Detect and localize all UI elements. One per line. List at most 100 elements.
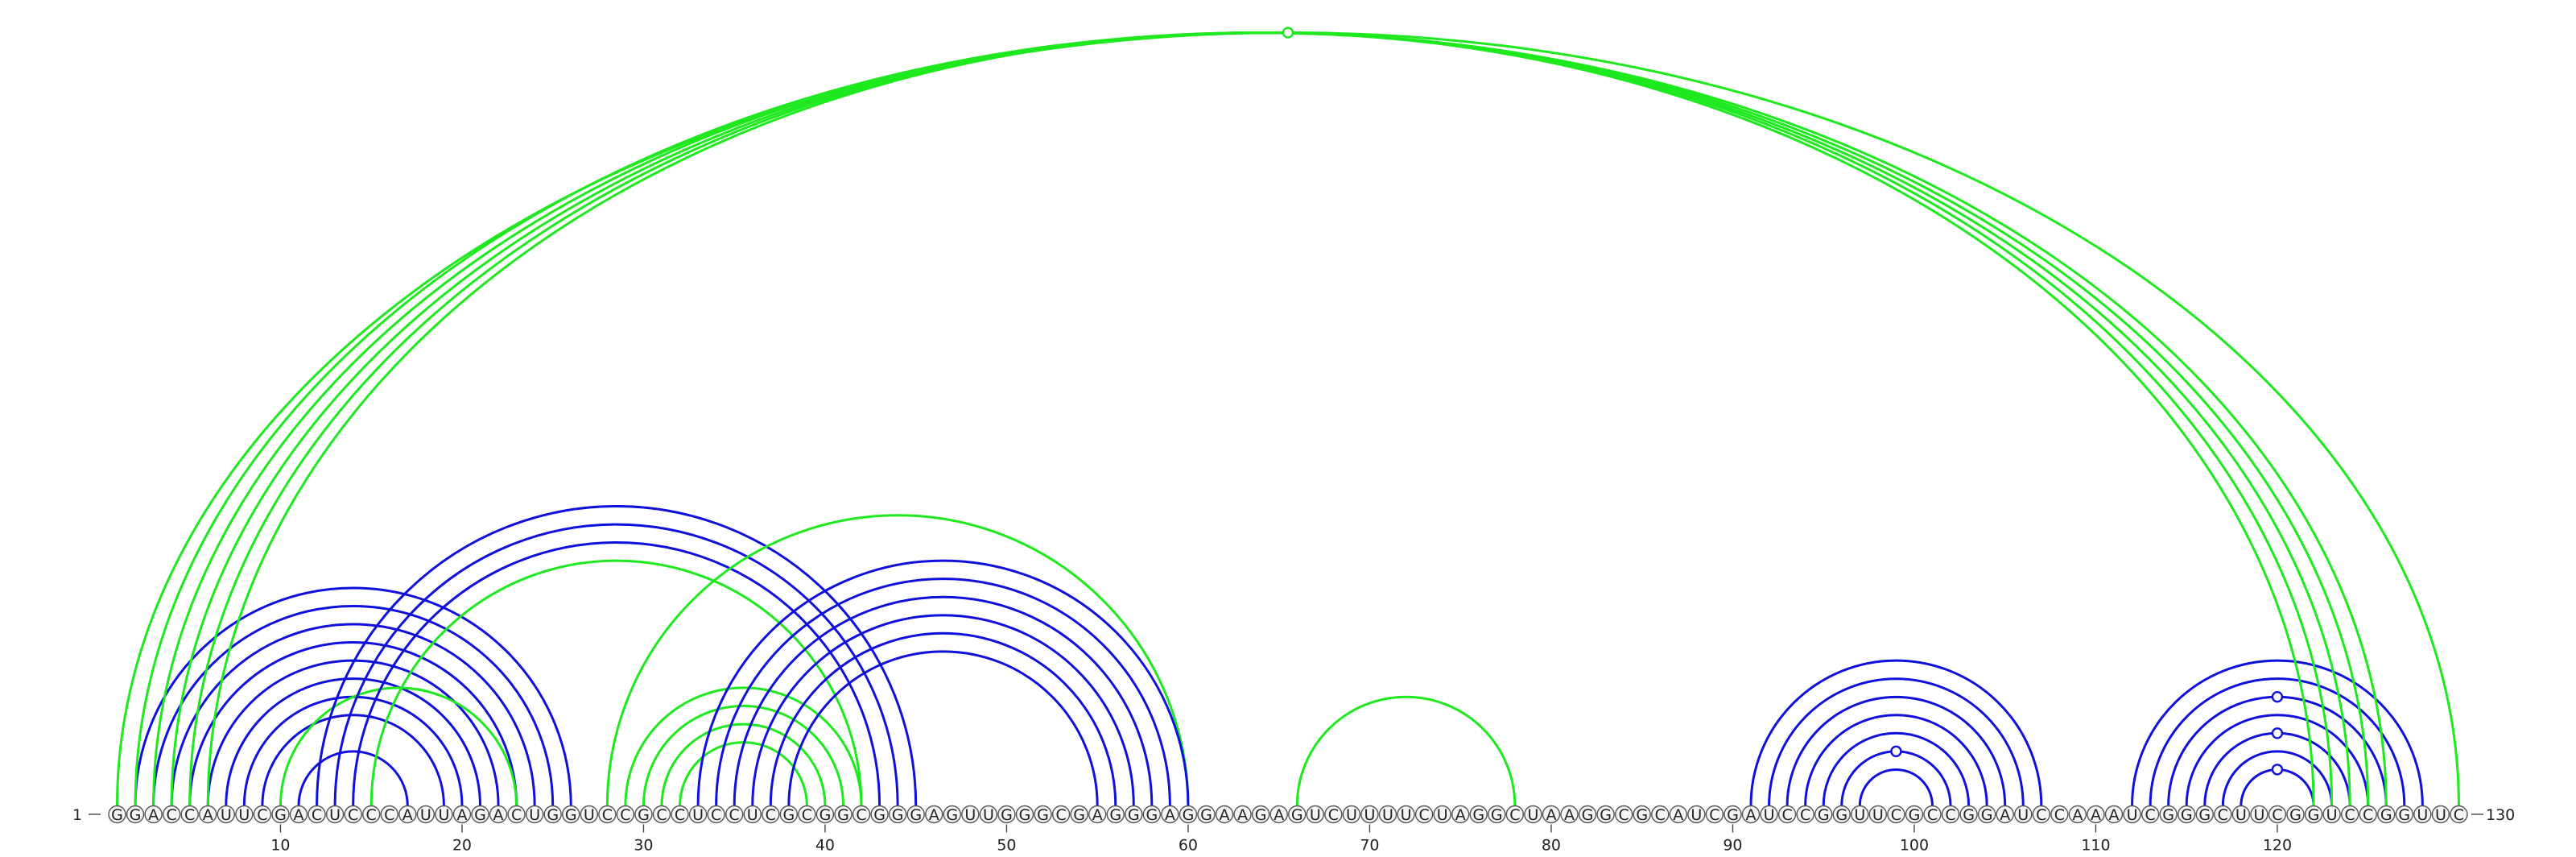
nucleotide: G <box>635 806 652 825</box>
nucleotide-letter: G <box>1981 806 1993 824</box>
nucleotide: U <box>962 806 979 825</box>
nucleotide: U <box>1380 806 1397 825</box>
nucleotide-letter: U <box>1364 806 1375 824</box>
nucleotide-letter: C <box>802 806 812 824</box>
base-pair-arc-66-78 <box>1297 697 1515 805</box>
nucleotide: C <box>617 806 634 825</box>
nucleotide: U <box>217 806 234 825</box>
nucleotide: U <box>1525 806 1542 825</box>
nucleotide-letter: C <box>2454 806 2464 824</box>
nucleotide-letter: G <box>565 806 577 824</box>
nucleotide-letter: C <box>1891 806 1901 824</box>
nucleotide: A <box>1452 806 1469 825</box>
nucleotide: G <box>1017 806 1034 825</box>
nucleotide-letter: G <box>1109 806 1121 824</box>
arc-apex-marker <box>1283 28 1293 38</box>
nucleotide-letter: U <box>1690 806 1702 824</box>
position-tick-label: 40 <box>815 837 835 855</box>
nucleotide: C <box>508 806 525 825</box>
nucleotide-letter: A <box>2072 806 2083 824</box>
nucleotide-letter: U <box>238 806 250 824</box>
nucleotide-letter: C <box>1055 806 1066 824</box>
base-pair-arc-96-102 <box>1842 751 1951 806</box>
position-tick-label: 90 <box>1723 837 1742 855</box>
nucleotide: A <box>490 806 507 825</box>
nucleotide: A <box>1234 806 1251 825</box>
nucleotide: U <box>436 806 452 825</box>
nucleotide: C <box>599 806 616 825</box>
nucleotide: U <box>327 806 344 825</box>
position-tick-label: 60 <box>1179 837 1198 855</box>
nucleotide-letter: G <box>1128 806 1140 824</box>
nucleotide-letter: U <box>1872 806 1884 824</box>
nucleotide-letter: C <box>2345 806 2355 824</box>
nucleotide-letter: C <box>1328 806 1339 824</box>
nucleotide: A <box>291 806 308 825</box>
nucleotide: U <box>1307 806 1323 825</box>
nucleotide-letter: C <box>511 806 522 824</box>
nucleotide: G <box>890 806 906 825</box>
nucleotide-letter: A <box>1165 806 1175 824</box>
nucleotide: A <box>453 806 470 825</box>
nucleotide: G <box>1034 806 1051 825</box>
nucleotide-letter: G <box>2380 806 2392 824</box>
nucleotide-letter: U <box>584 806 595 824</box>
nucleotide-letter: G <box>873 806 886 824</box>
nucleotide: C <box>1924 806 1941 825</box>
nucleotide-letter: U <box>1527 806 1538 824</box>
base-pair-arc-94-104 <box>1806 715 1988 806</box>
nucleotide: A <box>1542 806 1559 825</box>
base-pair-arc-3-125 <box>154 33 2368 806</box>
base-pair-arc-4-124 <box>171 33 2350 806</box>
position-tick-label: 120 <box>2263 837 2292 855</box>
nucleotide: A <box>1270 806 1287 825</box>
nucleotide-letter: C <box>184 806 195 824</box>
nucleotide: C <box>1616 806 1633 825</box>
nucleotide: G <box>1107 806 1124 825</box>
nucleotide-letter: C <box>1800 806 1810 824</box>
position-tick-label: 10 <box>270 837 290 855</box>
nucleotide-letter: A <box>148 806 159 824</box>
nucleotide: C <box>1053 806 1070 825</box>
nucleotide: C <box>1325 806 1342 825</box>
nucleotide: G <box>1253 806 1269 825</box>
nucleotide: A <box>2106 806 2123 825</box>
nucleotide: U <box>980 806 997 825</box>
nucleotide-letter: U <box>420 806 431 824</box>
nucleotide: C <box>1797 806 1814 825</box>
nucleotide: G <box>2160 806 2177 825</box>
nucleotide-letter: A <box>1092 806 1103 824</box>
nucleotide-letter: U <box>747 806 758 824</box>
nucleotide: A <box>1089 806 1106 825</box>
nucleotide: G <box>1724 806 1741 825</box>
nucleotide: G <box>1833 806 1850 825</box>
nucleotide-letter: U <box>692 806 704 824</box>
position-tick-label: 20 <box>452 837 472 855</box>
position-tick-label: 100 <box>1900 837 1929 855</box>
base-pair-arc-28-60 <box>607 515 1188 806</box>
nucleotide-letter: G <box>1037 806 1049 824</box>
nucleotide-letter: U <box>529 806 540 824</box>
base-pair-arc-31-40 <box>662 724 825 805</box>
nucleotide-letter: C <box>1945 806 1955 824</box>
nucleotide-letter: C <box>1709 806 1719 824</box>
nucleotide: G <box>1979 806 1996 825</box>
nucleotide-letter: G <box>1073 806 1085 824</box>
position-tick-label: 30 <box>634 837 653 855</box>
nucleotide-letter: U <box>1401 806 1412 824</box>
nucleotide-letter: G <box>2289 806 2301 824</box>
nucleotide: U <box>2124 806 2140 825</box>
nucleotide-letter: G <box>1909 806 1921 824</box>
nucleotide-letter: G <box>1472 806 1484 824</box>
nucleotide-letter: G <box>1291 806 1303 824</box>
nucleotide: C <box>2450 806 2467 825</box>
nucleotide-letter: G <box>1818 806 1830 824</box>
nucleotide: G <box>1470 806 1487 825</box>
base-pair-arc-6-122 <box>208 33 2314 806</box>
nucleotide-letter: U <box>1346 806 1357 824</box>
nucleotide: C <box>345 806 361 825</box>
nucleotide-letter: A <box>1274 806 1284 824</box>
end-label: 130 <box>2486 806 2515 824</box>
nucleotide: C <box>2342 806 2359 825</box>
arc-apex-marker <box>2273 728 2282 738</box>
